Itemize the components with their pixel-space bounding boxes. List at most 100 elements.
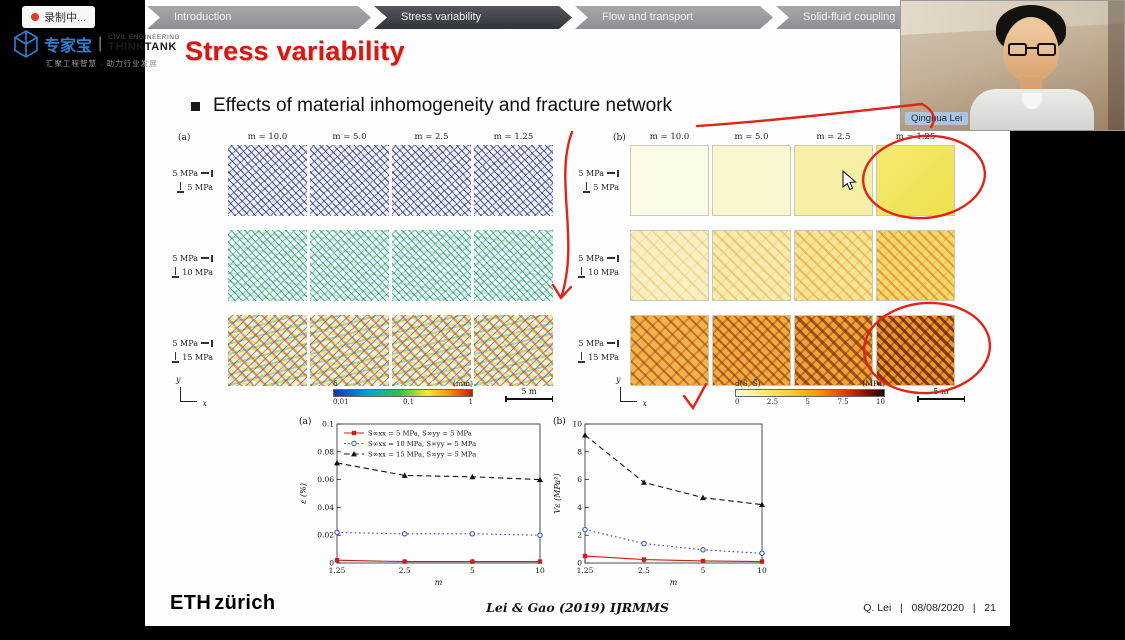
horizontal-stress-icon — [607, 169, 619, 177]
horizontal-stress-icon — [201, 254, 213, 262]
svg-text:2.5: 2.5 — [638, 566, 650, 575]
colorbar-tick: 0 — [735, 398, 740, 406]
row-label: 5 MPa 10 MPa — [147, 230, 219, 301]
svg-text:6: 6 — [577, 475, 582, 484]
aperture-map-cell — [310, 230, 389, 301]
stress-value: 5 MPa — [187, 182, 213, 192]
scale-bar-line — [505, 396, 553, 402]
axes-icon: y x — [176, 375, 207, 408]
colorbar-tick: 10 — [876, 398, 885, 406]
svg-text:1.25: 1.25 — [577, 566, 594, 575]
webcam-background-edge — [1108, 1, 1124, 130]
aperture-map-cell — [474, 315, 553, 386]
citation: Lei & Gao (2019) IJRMMS — [486, 600, 669, 615]
stress-map-cell — [630, 230, 709, 301]
stress-value: 10 MPa — [588, 267, 619, 277]
brand-tagline: 汇聚工程智慧 · 助力行业发展 — [46, 59, 158, 68]
stress-map-cell — [712, 315, 791, 386]
x-axis-label: x — [642, 399, 647, 408]
aperture-map-cell — [228, 145, 307, 216]
panel-a-column-headers: m = 10.0 m = 5.0 m = 2.5 m = 1.25 — [228, 132, 553, 142]
bullet-text: Effects of material inhomogeneity and fr… — [213, 95, 673, 116]
stress-value: 15 MPa — [588, 352, 619, 362]
svg-text:0: 0 — [329, 559, 334, 568]
stress-map-cell — [794, 230, 873, 301]
nav-item-stress-variability[interactable]: Stress variability — [374, 6, 572, 29]
nav-item-label: Introduction — [174, 11, 232, 23]
avatar-face — [1003, 17, 1059, 81]
svg-text:m: m — [670, 578, 678, 587]
aperture-map-cell — [474, 145, 553, 216]
slide: Introduction Stress variability Flow and… — [145, 0, 1010, 626]
row-label: 5 MPa 10 MPa — [553, 230, 625, 301]
svg-text:10: 10 — [572, 420, 582, 429]
aperture-map-cell — [310, 315, 389, 386]
slide-credit: Q. Lei | 08/08/2020 | 21 — [863, 602, 996, 614]
svg-text:S∞xx = 5 MPa, S∞yy = 5 MPa: S∞xx = 5 MPa, S∞yy = 5 MPa — [368, 430, 472, 438]
column-header: m = 5.0 — [734, 132, 769, 142]
svg-text:ε (%): ε (%) — [299, 483, 308, 504]
panel-a-grid — [228, 145, 553, 386]
aperture-map-cell — [392, 230, 471, 301]
svg-text:10: 10 — [535, 566, 545, 575]
stress-value: 5 MPa — [172, 338, 198, 348]
colorbar-gradient — [333, 389, 473, 397]
colorbar-stress: d(S̄, S̃) (MPa) 0 2.5 5 7.5 10 — [735, 379, 885, 406]
recording-indicator[interactable]: 录制中... — [22, 6, 96, 28]
vertical-stress-icon — [172, 266, 180, 278]
stress-map-cell — [712, 145, 791, 216]
svg-text:0: 0 — [577, 559, 582, 568]
row-label: 5 MPa 5 MPa — [553, 145, 625, 216]
aperture-map-cell — [392, 315, 471, 386]
vertical-stress-icon — [177, 181, 185, 193]
presenter-video[interactable]: Qinghua Lei — [900, 0, 1125, 131]
aperture-map-cell — [474, 230, 553, 301]
stress-map-cell — [630, 315, 709, 386]
nav-item-flow-and-transport[interactable]: Flow and transport — [575, 6, 773, 29]
vertical-stress-icon — [578, 266, 586, 278]
stress-value: 5 MPa — [593, 182, 619, 192]
colorbar-gradient — [735, 389, 885, 397]
presenter-avatar — [956, 5, 1106, 130]
svg-text:4: 4 — [577, 503, 582, 512]
svg-text:2: 2 — [577, 531, 582, 540]
nav-item-introduction[interactable]: Introduction — [147, 6, 371, 29]
brand-cube-icon — [14, 30, 38, 58]
nav-item-label: Stress variability — [401, 11, 482, 23]
aperture-map-cell — [310, 145, 389, 216]
scale-bar-label: 5 m — [521, 387, 537, 396]
svg-text:m: m — [435, 578, 443, 587]
nav-item-label: Solid-fluid coupling — [803, 11, 896, 23]
vertical-stress-icon — [578, 351, 586, 363]
stress-value: 15 MPa — [182, 352, 213, 362]
row-label: 5 MPa 15 MPa — [147, 315, 219, 386]
svg-text:5: 5 — [701, 566, 706, 575]
bullet-marker-icon — [191, 101, 200, 111]
svg-text:(a): (a) — [299, 416, 311, 427]
scale-bar: 5 m — [917, 387, 965, 402]
svg-text:0.08: 0.08 — [317, 447, 334, 456]
aperture-map-cell — [228, 315, 307, 386]
stress-value: 5 MPa — [172, 253, 198, 263]
column-header: m = 1.25 — [895, 132, 936, 142]
svg-text:(b): (b) — [553, 416, 566, 427]
svg-text:S∞xx = 15 MPa, S∞yy = 5 MPa: S∞xx = 15 MPa, S∞yy = 5 MPa — [368, 451, 476, 459]
aperture-map-cell — [228, 230, 307, 301]
colorbar-unit: (MPa) — [862, 379, 885, 388]
brand-logo: 专家宝 | CIVIL ENGINEERING THINKTANK — [14, 30, 180, 58]
aperture-map-cell — [392, 145, 471, 216]
svg-text:0.1: 0.1 — [322, 420, 334, 429]
y-axis-label: y — [616, 375, 621, 384]
svg-text:2.5: 2.5 — [399, 566, 411, 575]
colorbar-tick: 5 — [805, 398, 810, 406]
column-header: m = 2.5 — [816, 132, 851, 142]
scale-bar-label: 5 m — [933, 387, 949, 396]
y-axis-label: y — [176, 375, 181, 384]
brand-line2: THINKTANK — [108, 40, 177, 53]
eth-logo-city: zürich — [214, 592, 276, 614]
colorbar-tick: 0.1 — [402, 398, 415, 406]
svg-text:1.25: 1.25 — [329, 566, 346, 575]
panel-a-tag: (a) — [178, 133, 191, 143]
colorbar-aperture: δ̄ (mm) 0.01 0.1 1 — [333, 379, 473, 406]
